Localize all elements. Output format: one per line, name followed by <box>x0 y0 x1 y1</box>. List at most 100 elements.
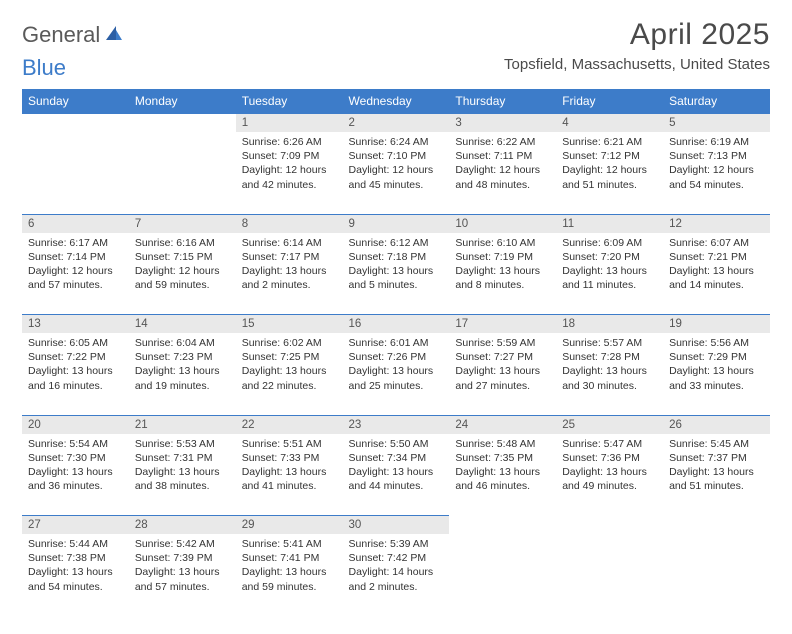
day-cell-body: Sunrise: 6:14 AMSunset: 7:17 PMDaylight:… <box>236 233 343 296</box>
sunset-text: Sunset: 7:35 PM <box>455 451 550 465</box>
sunset-text: Sunset: 7:10 PM <box>349 149 444 163</box>
sunset-text: Sunset: 7:20 PM <box>562 250 657 264</box>
sunset-text: Sunset: 7:33 PM <box>242 451 337 465</box>
day-cell: Sunrise: 5:39 AMSunset: 7:42 PMDaylight:… <box>343 534 450 616</box>
sunrise-text: Sunrise: 5:48 AM <box>455 437 550 451</box>
calendar-body: 12345Sunrise: 6:26 AMSunset: 7:09 PMDayl… <box>22 114 770 617</box>
daylight-text-2: and 33 minutes. <box>669 379 764 393</box>
day-number-cell <box>129 114 236 133</box>
daylight-text-2: and 38 minutes. <box>135 479 230 493</box>
day-cell-body: Sunrise: 5:53 AMSunset: 7:31 PMDaylight:… <box>129 434 236 497</box>
week-number-row: 13141516171819 <box>22 315 770 334</box>
day-cell: Sunrise: 6:26 AMSunset: 7:09 PMDaylight:… <box>236 132 343 214</box>
sunrise-text: Sunrise: 5:39 AM <box>349 537 444 551</box>
day-number-cell: 21 <box>129 415 236 434</box>
daylight-text-1: Daylight: 13 hours <box>455 364 550 378</box>
sunset-text: Sunset: 7:23 PM <box>135 350 230 364</box>
day-number-cell: 17 <box>449 315 556 334</box>
day-number-cell: 27 <box>22 516 129 535</box>
sunset-text: Sunset: 7:18 PM <box>349 250 444 264</box>
day-number-cell <box>22 114 129 133</box>
day-header-row: SundayMondayTuesdayWednesdayThursdayFrid… <box>22 89 770 114</box>
day-cell: Sunrise: 5:59 AMSunset: 7:27 PMDaylight:… <box>449 333 556 415</box>
sunset-text: Sunset: 7:36 PM <box>562 451 657 465</box>
day-number-cell: 29 <box>236 516 343 535</box>
sunset-text: Sunset: 7:26 PM <box>349 350 444 364</box>
daylight-text-2: and 51 minutes. <box>669 479 764 493</box>
day-cell <box>449 534 556 616</box>
day-cell-body: Sunrise: 5:51 AMSunset: 7:33 PMDaylight:… <box>236 434 343 497</box>
daylight-text-1: Daylight: 12 hours <box>135 264 230 278</box>
daylight-text-1: Daylight: 12 hours <box>349 163 444 177</box>
sunset-text: Sunset: 7:28 PM <box>562 350 657 364</box>
day-cell: Sunrise: 5:41 AMSunset: 7:41 PMDaylight:… <box>236 534 343 616</box>
sunrise-text: Sunrise: 6:01 AM <box>349 336 444 350</box>
sunrise-text: Sunrise: 6:09 AM <box>562 236 657 250</box>
daylight-text-1: Daylight: 13 hours <box>562 465 657 479</box>
daylight-text-2: and 16 minutes. <box>28 379 123 393</box>
day-cell <box>663 534 770 616</box>
day-header: Wednesday <box>343 89 450 114</box>
sunset-text: Sunset: 7:29 PM <box>669 350 764 364</box>
daylight-text-1: Daylight: 12 hours <box>669 163 764 177</box>
title-block: April 2025 Topsfield, Massachusetts, Uni… <box>504 18 770 73</box>
day-cell: Sunrise: 6:16 AMSunset: 7:15 PMDaylight:… <box>129 233 236 315</box>
daylight-text-1: Daylight: 13 hours <box>455 465 550 479</box>
sunset-text: Sunset: 7:12 PM <box>562 149 657 163</box>
day-header: Saturday <box>663 89 770 114</box>
day-cell-body: Sunrise: 6:05 AMSunset: 7:22 PMDaylight:… <box>22 333 129 396</box>
day-number-cell: 11 <box>556 214 663 233</box>
daylight-text-1: Daylight: 13 hours <box>669 465 764 479</box>
day-header: Friday <box>556 89 663 114</box>
daylight-text-2: and 25 minutes. <box>349 379 444 393</box>
daylight-text-1: Daylight: 13 hours <box>562 264 657 278</box>
daylight-text-2: and 19 minutes. <box>135 379 230 393</box>
sunrise-text: Sunrise: 5:51 AM <box>242 437 337 451</box>
daylight-text-1: Daylight: 13 hours <box>242 565 337 579</box>
day-number-cell: 28 <box>129 516 236 535</box>
day-number-cell: 19 <box>663 315 770 334</box>
week-number-row: 27282930 <box>22 516 770 535</box>
daylight-text-2: and 30 minutes. <box>562 379 657 393</box>
daylight-text-1: Daylight: 13 hours <box>28 364 123 378</box>
sunrise-text: Sunrise: 5:45 AM <box>669 437 764 451</box>
daylight-text-1: Daylight: 13 hours <box>669 364 764 378</box>
day-cell: Sunrise: 6:01 AMSunset: 7:26 PMDaylight:… <box>343 333 450 415</box>
sunrise-text: Sunrise: 5:54 AM <box>28 437 123 451</box>
sunrise-text: Sunrise: 5:56 AM <box>669 336 764 350</box>
week-number-row: 20212223242526 <box>22 415 770 434</box>
daylight-text-2: and 44 minutes. <box>349 479 444 493</box>
day-cell: Sunrise: 6:19 AMSunset: 7:13 PMDaylight:… <box>663 132 770 214</box>
day-number-cell: 20 <box>22 415 129 434</box>
sunset-text: Sunset: 7:38 PM <box>28 551 123 565</box>
sunset-text: Sunset: 7:13 PM <box>669 149 764 163</box>
sunrise-text: Sunrise: 5:47 AM <box>562 437 657 451</box>
day-cell-body: Sunrise: 6:09 AMSunset: 7:20 PMDaylight:… <box>556 233 663 296</box>
day-cell-body: Sunrise: 6:16 AMSunset: 7:15 PMDaylight:… <box>129 233 236 296</box>
week-number-row: 12345 <box>22 114 770 133</box>
sunrise-text: Sunrise: 6:16 AM <box>135 236 230 250</box>
day-cell-body: Sunrise: 5:41 AMSunset: 7:41 PMDaylight:… <box>236 534 343 597</box>
sunrise-text: Sunrise: 6:17 AM <box>28 236 123 250</box>
day-cell-body: Sunrise: 5:57 AMSunset: 7:28 PMDaylight:… <box>556 333 663 396</box>
daylight-text-1: Daylight: 13 hours <box>242 264 337 278</box>
day-number-cell: 4 <box>556 114 663 133</box>
day-number-cell: 6 <box>22 214 129 233</box>
daylight-text-2: and 42 minutes. <box>242 178 337 192</box>
day-header: Monday <box>129 89 236 114</box>
day-cell: Sunrise: 5:45 AMSunset: 7:37 PMDaylight:… <box>663 434 770 516</box>
day-cell-body: Sunrise: 6:01 AMSunset: 7:26 PMDaylight:… <box>343 333 450 396</box>
sunrise-text: Sunrise: 6:24 AM <box>349 135 444 149</box>
daylight-text-2: and 36 minutes. <box>28 479 123 493</box>
daylight-text-2: and 49 minutes. <box>562 479 657 493</box>
sunrise-text: Sunrise: 6:07 AM <box>669 236 764 250</box>
day-number-cell: 14 <box>129 315 236 334</box>
sunrise-text: Sunrise: 5:53 AM <box>135 437 230 451</box>
day-cell: Sunrise: 6:21 AMSunset: 7:12 PMDaylight:… <box>556 132 663 214</box>
daylight-text-2: and 41 minutes. <box>242 479 337 493</box>
location-text: Topsfield, Massachusetts, United States <box>504 56 770 73</box>
daylight-text-2: and 11 minutes. <box>562 278 657 292</box>
logo-text-2: Blue <box>22 55 66 81</box>
daylight-text-2: and 57 minutes. <box>135 580 230 594</box>
day-cell: Sunrise: 6:12 AMSunset: 7:18 PMDaylight:… <box>343 233 450 315</box>
